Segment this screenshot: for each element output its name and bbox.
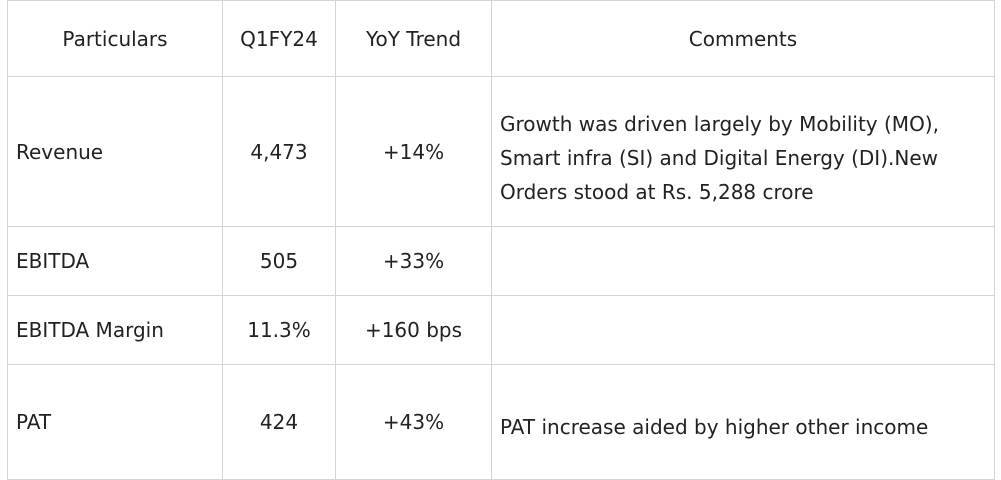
row-particular: EBITDA (7, 226, 223, 296)
financial-results-table: Particulars Q1FY24 YoY Trend Comments Re… (7, 0, 995, 480)
row-comment (491, 295, 995, 365)
row-trend: +14% (335, 76, 492, 227)
table-header-row: Particulars Q1FY24 YoY Trend Comments (7, 0, 995, 77)
row-value: 424 (222, 364, 336, 480)
table-row: PAT 424 +43% PAT increase aided by highe… (7, 364, 995, 480)
row-particular: EBITDA Margin (7, 295, 223, 365)
table-row: EBITDA 505 +33% (7, 226, 995, 296)
row-trend: +43% (335, 364, 492, 480)
row-trend: +33% (335, 226, 492, 296)
header-period: Q1FY24 (222, 0, 336, 77)
row-value: 11.3% (222, 295, 336, 365)
row-comment: Growth was driven largely by Mobility (M… (491, 76, 995, 227)
row-comment (491, 226, 995, 296)
row-particular: PAT (7, 364, 223, 480)
header-yoy-trend: YoY Trend (335, 0, 492, 77)
header-particulars: Particulars (7, 0, 223, 77)
page: Particulars Q1FY24 YoY Trend Comments Re… (7, 0, 995, 480)
table-row: EBITDA Margin 11.3% +160 bps (7, 295, 995, 365)
row-value: 4,473 (222, 76, 336, 227)
row-comment: PAT increase aided by higher other incom… (491, 364, 995, 480)
header-comments: Comments (491, 0, 995, 77)
row-trend: +160 bps (335, 295, 492, 365)
row-particular: Revenue (7, 76, 223, 227)
row-value: 505 (222, 226, 336, 296)
table-row: Revenue 4,473 +14% Growth was driven lar… (7, 76, 995, 227)
